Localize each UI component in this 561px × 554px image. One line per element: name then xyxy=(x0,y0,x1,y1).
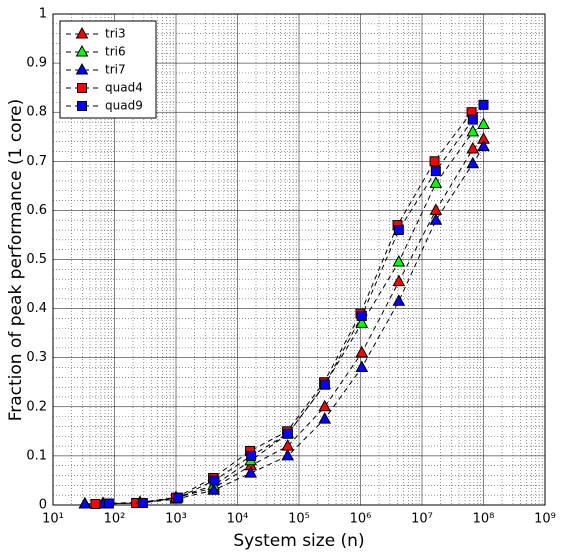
marker xyxy=(319,379,330,390)
marker xyxy=(429,213,443,225)
y-tick-label: 0.6 xyxy=(26,203,47,218)
marker xyxy=(355,360,369,373)
x-tick-label: 10⁸ xyxy=(473,512,495,527)
marker xyxy=(466,124,480,137)
marker xyxy=(244,466,258,478)
marker xyxy=(90,499,101,510)
plot-frame xyxy=(52,13,546,506)
marker xyxy=(477,139,490,152)
y-tick-label: 0.2 xyxy=(26,399,47,414)
y-tick-label: 0.9 xyxy=(26,56,47,71)
y-tick-label: 0.1 xyxy=(26,448,47,463)
marker xyxy=(477,117,490,129)
x-tick-label: 10⁵ xyxy=(288,512,310,527)
marker xyxy=(466,141,480,154)
marker xyxy=(75,44,89,57)
marker xyxy=(355,316,369,328)
marker xyxy=(467,114,478,125)
marker xyxy=(282,428,293,439)
y-axis-label: Fraction of peak performance (1 core) xyxy=(6,99,26,422)
y-tick-label: 0 xyxy=(39,498,47,513)
marker xyxy=(75,62,89,75)
x-tick-label: 10⁷ xyxy=(411,512,433,527)
series-line xyxy=(95,111,472,505)
marker xyxy=(77,83,87,93)
x-tick-label: 10⁴ xyxy=(227,512,249,527)
marker xyxy=(318,412,332,424)
marker xyxy=(78,496,92,509)
x-tick-label: 10⁶ xyxy=(350,512,372,527)
legend-text: tri6 xyxy=(105,45,126,59)
marker xyxy=(246,450,257,461)
y-tick-label: 1 xyxy=(39,7,47,22)
marker xyxy=(429,156,440,167)
y-tick-label: 0.5 xyxy=(26,252,47,267)
y-tick-label: 0.4 xyxy=(26,301,47,316)
marker xyxy=(392,254,406,267)
marker xyxy=(355,345,369,358)
marker xyxy=(77,101,87,111)
legend-text: quad4 xyxy=(105,81,143,95)
marker xyxy=(137,498,148,509)
marker xyxy=(173,492,184,503)
marker xyxy=(75,26,89,39)
y-tick-label: 0.7 xyxy=(26,154,47,169)
marker xyxy=(209,475,220,486)
marker xyxy=(430,166,441,177)
series-line xyxy=(108,104,484,505)
legend-text: quad9 xyxy=(105,99,143,113)
marker xyxy=(392,294,406,306)
x-tick-label: 10³ xyxy=(165,512,187,527)
marker xyxy=(466,156,480,169)
marker xyxy=(392,274,406,287)
legend-text: tri7 xyxy=(105,63,126,77)
marker xyxy=(281,439,295,451)
x-tick-label: 10² xyxy=(104,512,126,527)
marker xyxy=(281,448,295,461)
x-axis-label: System size (n) xyxy=(233,531,364,551)
legend-text: tri3 xyxy=(105,27,126,41)
marker xyxy=(318,399,332,412)
x-tick-label: 10¹ xyxy=(42,512,64,527)
marker xyxy=(429,176,443,188)
marker xyxy=(103,498,114,509)
marker xyxy=(207,483,221,495)
marker xyxy=(393,225,404,236)
x-tick-label: 10⁹ xyxy=(534,512,556,527)
y-tick-label: 0.3 xyxy=(26,350,47,365)
marker xyxy=(356,310,367,321)
legend: tri3 tri6 tri7 quad4 quad9 xyxy=(59,20,157,119)
marker xyxy=(478,99,489,110)
marker xyxy=(429,203,443,215)
y-tick-label: 0.8 xyxy=(26,105,47,120)
